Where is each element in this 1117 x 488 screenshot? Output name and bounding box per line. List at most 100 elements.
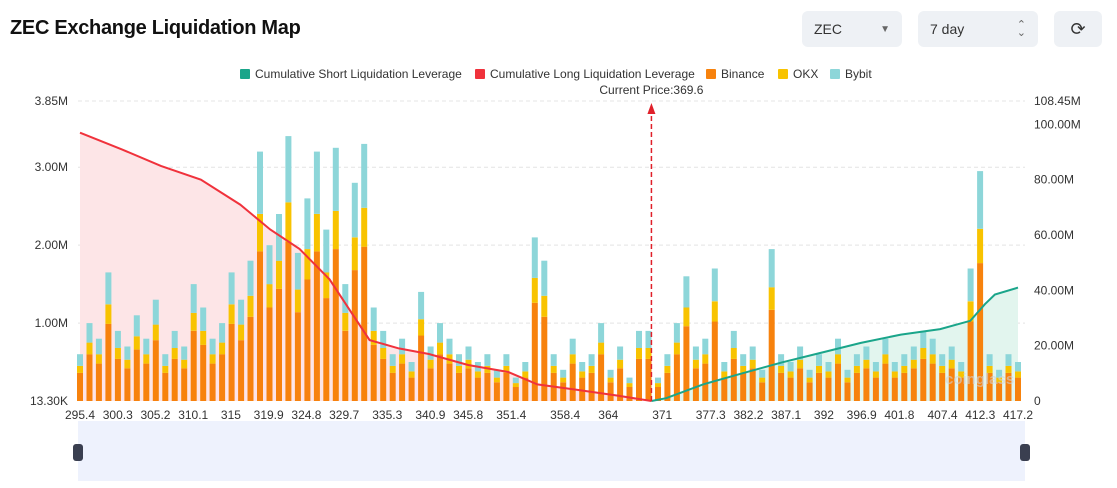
bar-okx xyxy=(683,307,690,327)
bar-bybit xyxy=(209,338,216,355)
bar-binance xyxy=(863,368,870,401)
bar-okx xyxy=(95,354,102,364)
bar-binance xyxy=(636,358,642,401)
bar-binance xyxy=(437,354,443,401)
bar-bybit xyxy=(749,346,756,360)
bar-bybit xyxy=(95,338,102,355)
bar-bybit xyxy=(446,338,453,355)
bar-okx xyxy=(304,249,311,280)
x-tick: 300.3 xyxy=(103,408,133,422)
bar-binance xyxy=(209,363,216,401)
bar-binance xyxy=(399,363,406,401)
bar-okx xyxy=(190,312,197,331)
bar-bybit xyxy=(531,237,538,278)
bar-binance xyxy=(977,263,984,401)
period-select[interactable]: 7 day ⌃ ⌄ xyxy=(918,11,1038,47)
bar-okx xyxy=(351,237,358,271)
x-tick: 358.4 xyxy=(550,408,580,422)
bar-okx xyxy=(200,330,207,345)
bar-binance xyxy=(920,358,927,401)
bar-binance xyxy=(853,372,860,401)
bar-okx xyxy=(872,371,879,378)
bar-bybit xyxy=(408,362,415,372)
coin-select[interactable]: ZEC ▼ xyxy=(802,11,902,47)
zoom-slider-right-handle[interactable] xyxy=(1020,444,1030,461)
bar-okx xyxy=(456,365,462,373)
bar-binance xyxy=(266,307,273,401)
bar-okx xyxy=(939,365,946,373)
zoom-slider-track[interactable] xyxy=(78,421,1025,481)
bar-okx xyxy=(228,304,235,324)
bar-bybit xyxy=(266,245,273,285)
bar-okx xyxy=(825,371,832,378)
bar-binance xyxy=(721,377,728,401)
bar-okx xyxy=(380,348,387,359)
bar-okx xyxy=(787,371,794,378)
bar-binance xyxy=(294,312,301,401)
x-tick: 377.3 xyxy=(696,408,726,422)
bar-binance xyxy=(778,372,785,401)
bar-binance xyxy=(730,358,737,401)
y-left-tick: 1.00M xyxy=(35,316,68,330)
bar-okx xyxy=(171,348,178,359)
bar-binance xyxy=(626,387,633,401)
bar-bybit xyxy=(313,151,320,214)
x-tick: 351.4 xyxy=(496,408,526,422)
bar-binance xyxy=(740,372,747,401)
legend: Cumulative Short Liquidation Leverage Cum… xyxy=(240,67,872,81)
bar-bybit xyxy=(190,284,197,313)
bar-okx xyxy=(427,359,434,369)
x-tick: 295.4 xyxy=(65,408,95,422)
bar-binance xyxy=(607,382,614,401)
bar-okx xyxy=(863,359,870,369)
x-tick: 412.3 xyxy=(965,408,995,422)
bar-okx xyxy=(882,354,889,364)
bar-bybit xyxy=(380,330,387,348)
bar-okx xyxy=(313,214,320,252)
bar-binance xyxy=(313,251,320,401)
bar-okx xyxy=(389,365,396,373)
bar-bybit xyxy=(882,338,889,355)
bar-okx xyxy=(948,359,955,369)
zoom-slider-left-handle[interactable] xyxy=(73,444,83,461)
bar-binance xyxy=(569,363,576,401)
bar-bybit xyxy=(124,346,131,360)
bar-okx xyxy=(692,359,699,369)
bar-binance xyxy=(143,363,150,401)
bar-okx xyxy=(418,319,425,336)
bar-okx xyxy=(768,287,775,310)
bar-binance xyxy=(181,368,188,401)
bar-bybit xyxy=(683,276,690,308)
y-right-tick: 108.45M xyxy=(1034,94,1081,108)
refresh-button[interactable]: ⟳ xyxy=(1054,11,1102,47)
x-tick: 371 xyxy=(652,408,672,422)
bar-binance xyxy=(711,321,718,401)
short-area xyxy=(651,287,1018,401)
bar-binance xyxy=(806,382,813,401)
bar-binance xyxy=(247,316,254,401)
bar-bybit xyxy=(655,377,661,384)
bar-bybit xyxy=(910,346,917,360)
bar-bybit xyxy=(323,229,330,273)
bar-binance xyxy=(958,377,965,401)
bar-okx xyxy=(778,365,785,373)
bar-okx xyxy=(588,365,595,373)
bar-bybit xyxy=(967,268,974,302)
bar-okx xyxy=(209,354,216,364)
bar-okx xyxy=(977,228,984,264)
bar-okx xyxy=(266,284,273,308)
bar-binance xyxy=(825,377,832,401)
bar-okx xyxy=(910,359,917,369)
bar-binance xyxy=(768,309,775,401)
bar-okx xyxy=(579,371,586,378)
bar-okx xyxy=(806,377,813,383)
bar-bybit xyxy=(77,354,83,366)
bar-binance xyxy=(95,363,102,401)
bar-binance xyxy=(114,358,121,401)
bar-bybit xyxy=(740,354,747,366)
bar-bybit xyxy=(617,346,624,360)
bar-okx xyxy=(844,377,851,383)
bar-okx xyxy=(920,348,927,359)
bar-bybit xyxy=(702,338,709,355)
bar-bybit xyxy=(427,346,434,360)
